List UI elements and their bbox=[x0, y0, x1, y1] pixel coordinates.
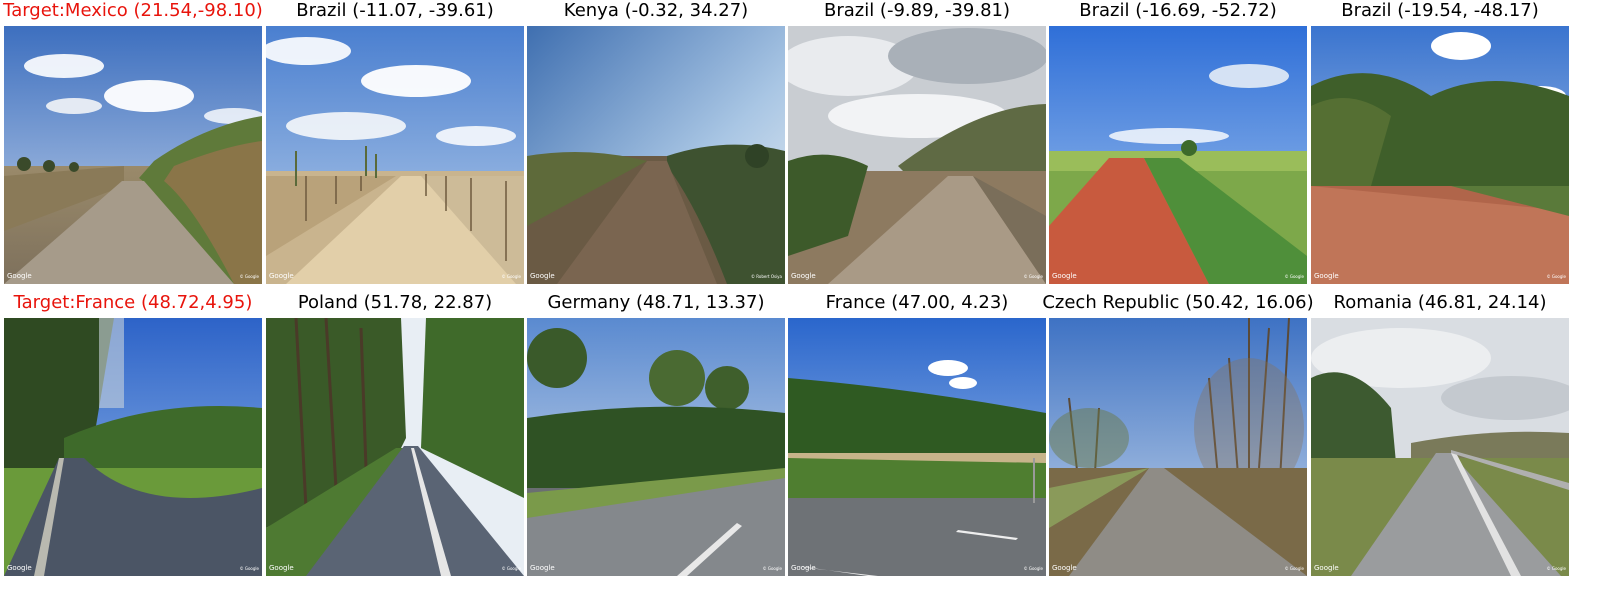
google-logo: Google bbox=[530, 272, 555, 280]
copyright-watermark: © Google bbox=[1285, 274, 1305, 279]
cell-label: Brazil (-9.89, -39.81) bbox=[823, 0, 1011, 21]
cell-label: Brazil (-19.54, -48.17) bbox=[1341, 0, 1539, 21]
google-logo: Google bbox=[1314, 564, 1339, 572]
street-view-photo: Google © Google bbox=[527, 318, 785, 576]
cell-label: Kenya (-0.32, 34.27) bbox=[563, 0, 749, 21]
copyright-watermark: © Robert Osiya bbox=[751, 274, 783, 279]
street-view-photo: Google © Google bbox=[1049, 26, 1307, 284]
cell-label: Brazil (-11.07, -39.61) bbox=[296, 0, 494, 21]
copyright-watermark: © Google bbox=[502, 566, 522, 571]
google-logo: Google bbox=[1052, 272, 1077, 280]
street-view-photo: Google © Google bbox=[266, 318, 524, 576]
cell-label: Target:France (48.72,4.95) bbox=[13, 292, 253, 313]
google-logo: Google bbox=[269, 564, 294, 572]
street-view-photo: Google © Google bbox=[1049, 318, 1307, 576]
cell-label: Brazil (-16.69, -52.72) bbox=[1079, 0, 1277, 21]
cell-label: Poland (51.78, 22.87) bbox=[297, 292, 493, 313]
copyright-watermark: © Google bbox=[502, 274, 522, 279]
street-view-photo: Google © Google bbox=[4, 26, 262, 284]
street-view-photo: Google © Google bbox=[1311, 318, 1569, 576]
street-view-photo: Google © Google bbox=[4, 318, 262, 576]
cell-label: Target:Mexico (21.54,-98.10) bbox=[3, 0, 263, 21]
google-logo: Google bbox=[269, 272, 294, 280]
copyright-watermark: © Google bbox=[1285, 566, 1305, 571]
cell-label: Czech Republic (50.42, 16.06) bbox=[1042, 292, 1314, 313]
google-logo: Google bbox=[530, 564, 555, 572]
copyright-watermark: © Google bbox=[240, 274, 260, 279]
google-logo: Google bbox=[7, 564, 32, 572]
google-logo: Google bbox=[791, 272, 816, 280]
cell-label: France (47.00, 4.23) bbox=[825, 292, 1009, 313]
street-view-photo: Google © Google bbox=[1311, 26, 1569, 284]
google-logo: Google bbox=[1052, 564, 1077, 572]
google-logo: Google bbox=[791, 564, 816, 572]
copyright-watermark: © Google bbox=[1024, 274, 1044, 279]
copyright-watermark: © Google bbox=[240, 566, 260, 571]
copyright-watermark: © Google bbox=[1547, 274, 1567, 279]
street-view-photo: Google © Google bbox=[788, 318, 1046, 576]
street-view-photo: Google © Google bbox=[788, 26, 1046, 284]
street-view-photo: Google © Robert Osiya bbox=[527, 26, 785, 284]
copyright-watermark: © Google bbox=[763, 566, 783, 571]
cell-label: Romania (46.81, 24.14) bbox=[1333, 292, 1547, 313]
cell-label: Germany (48.71, 13.37) bbox=[547, 292, 765, 313]
copyright-watermark: © Google bbox=[1024, 566, 1044, 571]
google-logo: Google bbox=[1314, 272, 1339, 280]
google-logo: Google bbox=[7, 272, 32, 280]
copyright-watermark: © Google bbox=[1547, 566, 1567, 571]
street-view-photo: Google © Google bbox=[266, 26, 524, 284]
